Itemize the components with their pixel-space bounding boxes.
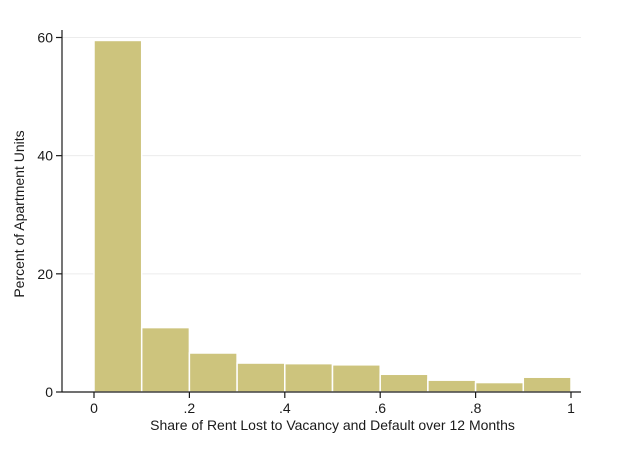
bars xyxy=(93,39,572,393)
axes xyxy=(61,30,581,393)
y-axis-title: Percent of Apartment Units xyxy=(11,130,27,297)
x-tick-label: .2 xyxy=(184,400,196,416)
ticks: 0 20 40 60 0 .2 .4 .6 .8 1 xyxy=(37,30,575,417)
y-tick-label: 0 xyxy=(45,384,53,400)
histogram-bar xyxy=(93,39,143,393)
x-tick-label: .6 xyxy=(374,400,386,416)
histogram-bar xyxy=(236,362,286,393)
histogram-bar xyxy=(188,352,238,393)
gridlines xyxy=(62,37,581,275)
histogram-bar xyxy=(522,376,572,393)
x-tick-label: 0 xyxy=(90,400,98,416)
histogram-bar xyxy=(474,381,525,393)
histogram-bar xyxy=(140,326,191,393)
x-tick-label: .4 xyxy=(279,400,291,416)
histogram-bar xyxy=(427,379,477,393)
y-tick-label: 20 xyxy=(37,266,53,282)
x-tick-label: 1 xyxy=(567,400,575,416)
x-axis-title: Share of Rent Lost to Vacancy and Defaul… xyxy=(150,417,515,433)
x-tick-label: .8 xyxy=(470,400,482,416)
histogram-bar xyxy=(331,364,381,393)
y-tick-label: 60 xyxy=(37,30,53,46)
histogram-bar xyxy=(284,362,334,393)
histogram-bar xyxy=(379,373,429,393)
y-tick-label: 40 xyxy=(37,148,53,164)
